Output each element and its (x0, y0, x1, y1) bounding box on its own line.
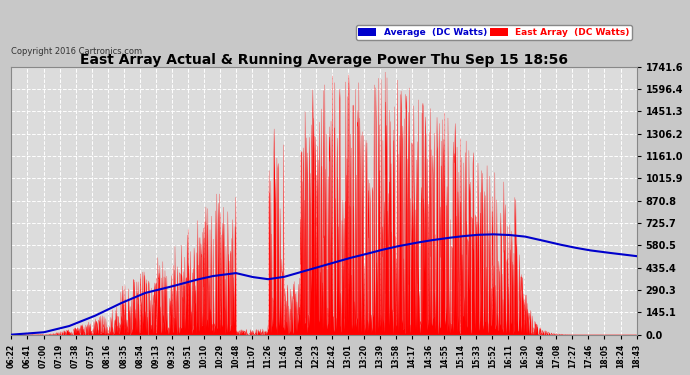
Title: East Array Actual & Running Average Power Thu Sep 15 18:56: East Array Actual & Running Average Powe… (80, 53, 568, 66)
Legend: Average  (DC Watts), East Array  (DC Watts): Average (DC Watts), East Array (DC Watts… (356, 26, 632, 40)
Text: Copyright 2016 Cartronics.com: Copyright 2016 Cartronics.com (12, 47, 143, 56)
